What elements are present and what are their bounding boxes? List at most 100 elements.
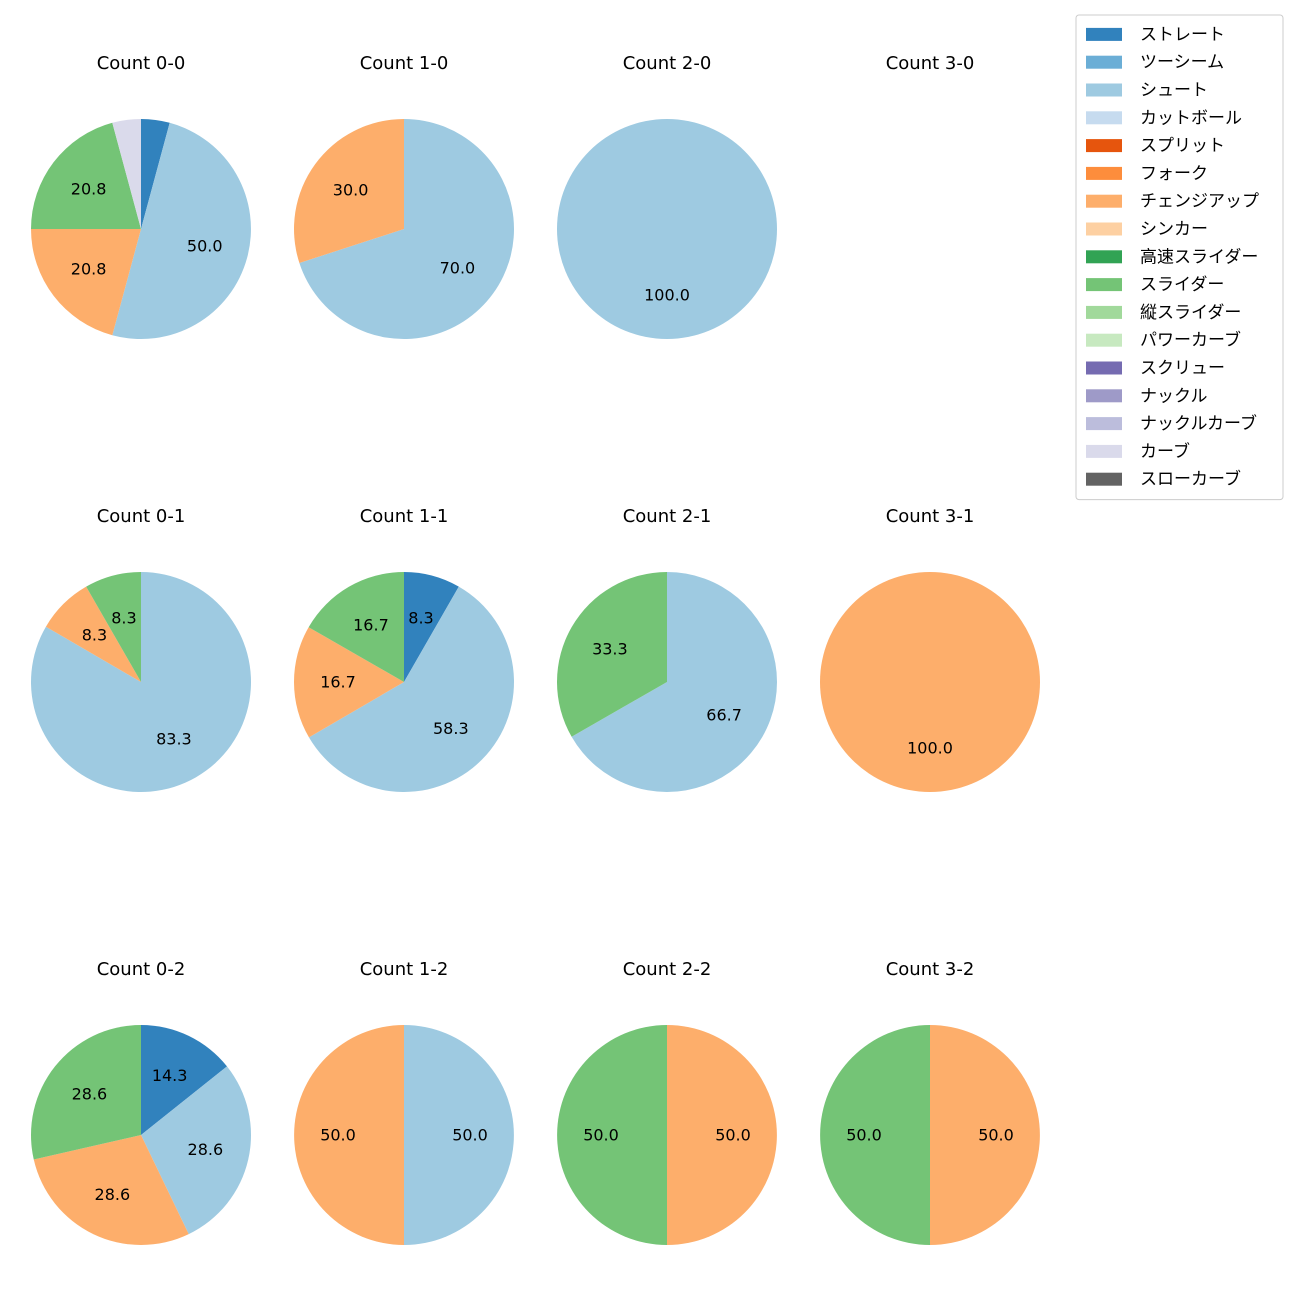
legend-item: ナックル (1086, 386, 1208, 406)
pie-slice (557, 1025, 667, 1245)
pie-slice-label: 20.8 (71, 260, 107, 279)
pie-slice-label: 50.0 (846, 1126, 882, 1145)
legend-swatch (1086, 305, 1122, 319)
legend-item: カットボール (1086, 108, 1242, 128)
pie-slice (557, 119, 777, 339)
legend-label: 高速スライダー (1140, 247, 1258, 267)
pie-count-1-1: Count 1-1 8.3 58.3 16.7 16.7 (294, 506, 514, 792)
pie-slice (930, 1025, 1040, 1245)
legend-item: 縦スライダー (1086, 303, 1241, 323)
legend-label: ナックル (1140, 386, 1208, 406)
legend-label: フォーク (1140, 164, 1208, 184)
pie-title: Count 3-2 (886, 959, 975, 980)
pie-slice (308, 572, 404, 682)
legend-item: ナックルカーブ (1086, 413, 1257, 434)
legend-item: スライダー (1086, 275, 1224, 295)
pie-slice-label: 16.7 (353, 615, 389, 634)
legend-item: 高速スライダー (1086, 247, 1258, 267)
legend-swatch (1086, 27, 1122, 41)
legend-swatch (1086, 278, 1122, 292)
legend-swatch (1086, 83, 1122, 97)
legend-swatch (1086, 389, 1122, 403)
pie-slice (33, 1135, 189, 1245)
pie-slice-label: 50.0 (320, 1126, 356, 1145)
pie-slice (141, 1066, 251, 1235)
pie-title: Count 2-0 (623, 53, 712, 74)
pie-count-0-2: Count 0-2 14.3 28.6 28.6 28.6 (30, 959, 251, 1245)
pie-count-3-1: Count 3-1 100.0 (820, 506, 1040, 792)
pie-slice (571, 572, 777, 792)
pie-title: Count 1-0 (360, 53, 449, 74)
legend-swatch (1086, 417, 1122, 431)
pie-slice-label: 16.7 (320, 673, 356, 692)
pie-slice-label: 8.3 (82, 626, 107, 645)
pie-count-0-0: Count 0-0 50.0 20.8 20.8 (31, 53, 251, 339)
pie-slice-label: 70.0 (440, 258, 476, 277)
pie-title: Count 3-1 (886, 506, 975, 527)
pie-slice (30, 1025, 142, 1160)
legend-swatch (1086, 55, 1122, 69)
pie-slice-label: 8.3 (111, 609, 136, 628)
pie-title: Count 2-2 (623, 959, 712, 980)
pie-slice-label: 50.0 (452, 1126, 488, 1145)
pie-slice (820, 1025, 930, 1245)
legend-swatch (1086, 333, 1122, 347)
pie-title: Count 2-1 (623, 506, 712, 527)
pie-slice (86, 572, 141, 682)
pie-slice (294, 627, 404, 738)
pie-slice-label: 83.3 (156, 730, 192, 749)
pie-title: Count 0-1 (97, 506, 186, 527)
pie-slice-label: 100.0 (644, 286, 690, 305)
legend-label: カーブ (1140, 441, 1190, 462)
pie-slice-label: 28.6 (95, 1185, 131, 1204)
legend-item: シンカー (1086, 220, 1208, 240)
legend: ストレートツーシームシュートカットボールスプリットフォークチェンジアップシンカー… (1075, 14, 1284, 501)
legend-label: スローカーブ (1140, 469, 1241, 490)
legend-item: ストレート (1086, 25, 1225, 45)
legend-label: スクリュー (1140, 359, 1225, 379)
pie-slice-label: 50.0 (978, 1126, 1014, 1145)
pie-count-3-2: Count 3-2 50.0 50.0 (820, 959, 1040, 1245)
pie-slice (667, 1025, 777, 1245)
pie-title: Count 1-2 (360, 959, 449, 980)
legend-swatch (1086, 444, 1122, 458)
legend-label: チェンジアップ (1140, 192, 1259, 212)
legend-swatch (1086, 111, 1122, 125)
pie-slice-label: 14.3 (152, 1066, 188, 1085)
legend-item: カーブ (1086, 441, 1190, 462)
legend-swatch (1086, 194, 1122, 208)
pie-slice-label: 28.6 (188, 1140, 224, 1159)
legend-label: シンカー (1140, 220, 1208, 240)
legend-swatch (1086, 222, 1122, 236)
pie-title: Count 0-2 (97, 959, 186, 980)
pie-slice (31, 229, 141, 336)
pie-count-0-1: Count 0-1 83.3 8.38.3 (30, 506, 251, 792)
legend-swatch (1086, 166, 1122, 180)
legend-label: カットボール (1140, 108, 1242, 128)
pie-count-2-1: Count 2-1 66.7 33.3 (556, 506, 777, 792)
pie-title: Count 1-1 (360, 506, 449, 527)
legend-swatch (1086, 139, 1122, 153)
legend-item: スローカーブ (1086, 469, 1241, 490)
legend-swatch (1086, 250, 1122, 264)
legend-item: ツーシーム (1086, 53, 1224, 73)
pie-slice (404, 1025, 514, 1245)
pie-slice (141, 119, 170, 229)
legend-swatch (1086, 361, 1122, 375)
pie-slice-label: 66.7 (706, 706, 742, 725)
pie-count-2-0: Count 2-0 100.0 (557, 53, 777, 339)
pie-slice (308, 586, 514, 792)
pie-count-2-2: Count 2-2 50.0 50.0 (557, 959, 777, 1245)
pie-title: Count 0-0 (97, 53, 186, 74)
pie-slice (45, 586, 141, 682)
legend-item: パワーカーブ (1086, 330, 1241, 351)
pie-title: Count 3-0 (886, 53, 975, 74)
pie-slice-label: 100.0 (907, 739, 953, 758)
legend-item: スプリット (1086, 136, 1225, 156)
pie-count-1-2: Count 1-2 50.0 50.0 (294, 959, 514, 1245)
legend-label: パワーカーブ (1140, 330, 1241, 351)
legend-item: スクリュー (1086, 359, 1225, 379)
legend-label: ストレート (1140, 25, 1225, 45)
legend-item: チェンジアップ (1086, 192, 1259, 212)
